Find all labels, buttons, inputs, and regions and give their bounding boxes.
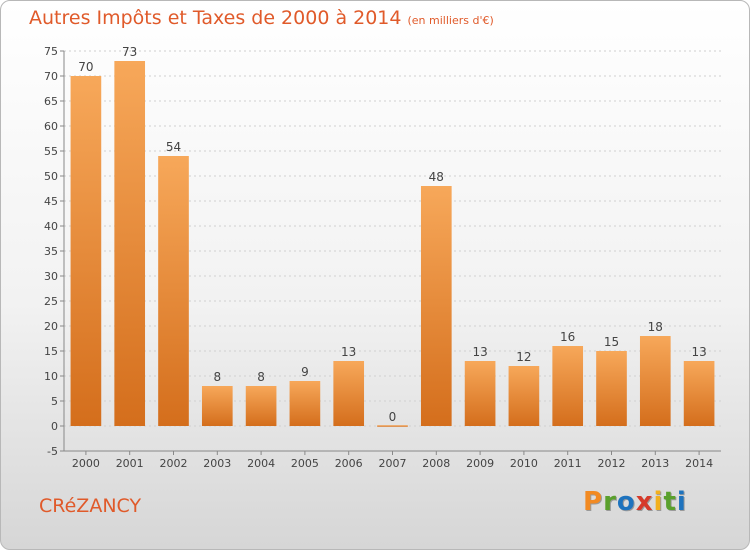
- x-tick-label-2002: 2002: [160, 457, 188, 470]
- data-label-2009: 13: [472, 345, 487, 359]
- x-tick-label-2007: 2007: [379, 457, 407, 470]
- y-tick-label: 65: [44, 95, 58, 108]
- bar-2009: [464, 361, 496, 426]
- bar-chart: -5 0 5 10 15 20 25 30 35 40 45 50 55 60 65 70 75 70 2000 73…: [44, 45, 721, 470]
- bar-2011: [552, 346, 584, 426]
- y-tick-label: 50: [44, 170, 58, 183]
- data-label-2000: 70: [78, 60, 93, 74]
- x-tick-label-2000: 2000: [72, 457, 100, 470]
- y-tick-label: 30: [44, 270, 58, 283]
- x-tick-label-2008: 2008: [422, 457, 450, 470]
- data-label-2001: 73: [122, 45, 137, 59]
- y-tick-label: -5: [47, 445, 58, 458]
- x-tick-label-2012: 2012: [598, 457, 626, 470]
- bar-2013: [639, 336, 671, 426]
- bar-2014: [683, 361, 715, 426]
- y-tick-label: 5: [51, 395, 58, 408]
- bar-2004: [245, 386, 277, 426]
- y-tick-label: 75: [44, 45, 58, 58]
- x-tick-label-2011: 2011: [554, 457, 582, 470]
- x-tick-label-2013: 2013: [641, 457, 669, 470]
- bar-2000: [70, 76, 102, 426]
- y-tick-label: 35: [44, 245, 58, 258]
- bar-2001: [114, 61, 146, 426]
- y-tick-label: 40: [44, 220, 58, 233]
- data-label-2014: 13: [691, 345, 706, 359]
- logo-letter: o: [616, 487, 636, 517]
- bar-2006: [333, 361, 365, 426]
- bar-2002: [158, 156, 189, 426]
- title-text: Autres Impôts et Taxes de 2000 à 2014: [29, 7, 402, 29]
- y-tick-label: 10: [44, 370, 58, 383]
- bar-2012: [596, 351, 627, 426]
- y-tick-label: 25: [44, 295, 58, 308]
- data-label-2010: 12: [516, 350, 531, 364]
- data-label-2013: 18: [648, 320, 663, 334]
- data-label-2007: 0: [389, 410, 397, 424]
- chart-subtitle: (en milliers d'€): [407, 14, 494, 27]
- y-tick-label: 55: [44, 145, 58, 158]
- bar-2008: [420, 186, 452, 426]
- x-tick-label-2004: 2004: [247, 457, 275, 470]
- bar-2007: [377, 425, 408, 427]
- data-label-2004: 8: [257, 370, 265, 384]
- logo-letter: x: [635, 487, 654, 517]
- y-tick-label: 15: [44, 345, 58, 358]
- data-label-2011: 16: [560, 330, 575, 344]
- bar-2003: [201, 386, 233, 426]
- logo-letter: i: [653, 487, 664, 517]
- x-tick-label-2003: 2003: [203, 457, 231, 470]
- data-label-2003: 8: [213, 370, 221, 384]
- chart-title: Autres Impôts et Taxes de 2000 à 2014 (en…: [29, 7, 494, 29]
- x-tick-label-2001: 2001: [116, 457, 144, 470]
- data-label-2012: 15: [604, 335, 619, 349]
- x-tick-label-2006: 2006: [335, 457, 363, 470]
- data-label-2008: 48: [429, 170, 444, 184]
- logo-letter: t: [663, 487, 677, 517]
- y-tick-label: 45: [44, 195, 58, 208]
- logo-letter: r: [603, 487, 617, 517]
- x-tick-label-2009: 2009: [466, 457, 494, 470]
- bar-2005: [289, 381, 321, 426]
- commune-name: CRéZANCY: [39, 495, 142, 517]
- logo-letter: i: [676, 487, 687, 517]
- x-tick-label-2014: 2014: [685, 457, 713, 470]
- y-tick-label: 70: [44, 70, 58, 83]
- data-label-2006: 13: [341, 345, 356, 359]
- x-tick-label-2005: 2005: [291, 457, 319, 470]
- y-tick-label: 0: [51, 420, 58, 433]
- data-label-2002: 54: [166, 140, 181, 154]
- logo-letter: P: [583, 487, 604, 517]
- x-tick-label-2010: 2010: [510, 457, 538, 470]
- y-tick-label: 20: [44, 320, 58, 333]
- bar-2010: [508, 366, 540, 426]
- proxiti-logo: Proxiti: [583, 487, 687, 517]
- y-tick-label: 60: [44, 120, 58, 133]
- data-label-2005: 9: [301, 365, 309, 379]
